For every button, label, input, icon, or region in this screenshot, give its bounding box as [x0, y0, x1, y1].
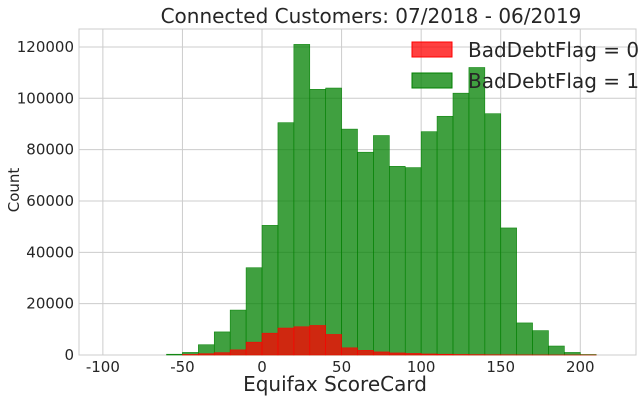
- chart-title: Connected Customers: 07/2018 - 06/2019: [161, 4, 582, 28]
- histogram-bar: [436, 115, 454, 356]
- histogram-bar: [389, 166, 406, 356]
- histogram-bar: [516, 322, 533, 356]
- histogram-bar: [420, 353, 438, 356]
- histogram-bar: [277, 122, 295, 356]
- histogram-bar: [357, 151, 374, 356]
- x-tick-label: 50: [332, 358, 351, 376]
- histogram-bar: [500, 227, 517, 356]
- y-tick-label: 20000: [26, 295, 74, 313]
- histogram-bar: [277, 327, 295, 356]
- histogram-bar: [468, 67, 486, 356]
- histogram-bar: [436, 353, 454, 356]
- x-tick-label: -100: [86, 358, 120, 376]
- histogram-bar: [309, 89, 326, 356]
- histogram-bar: [373, 135, 390, 356]
- legend-label: BadDebtFlag = 1: [468, 69, 639, 93]
- histogram-bar: [357, 350, 374, 356]
- x-axis-label: Equifax ScoreCard: [243, 372, 427, 396]
- y-tick-label: 60000: [26, 192, 74, 210]
- histogram-bar: [564, 352, 581, 356]
- histogram-bar: [404, 167, 422, 356]
- histogram-bar: [213, 352, 231, 356]
- histogram-bar: [309, 325, 326, 356]
- y-tick-label: 120000: [17, 38, 74, 56]
- legend-swatch: [411, 72, 453, 89]
- histogram-bar: [341, 128, 358, 356]
- histogram-bar: [420, 131, 438, 356]
- x-tick-label: -50: [170, 358, 195, 376]
- y-axis-label: Count: [5, 168, 23, 213]
- histogram-bar: [198, 353, 215, 356]
- histogram-bar: [389, 352, 406, 356]
- histogram-bar: [229, 349, 247, 356]
- histogram-bar: [325, 87, 342, 356]
- histogram-bar: [325, 334, 342, 356]
- histogram-bar: [261, 332, 279, 356]
- histogram-bar: [293, 326, 311, 356]
- histogram-bar: [341, 347, 358, 356]
- y-tick-label: 0: [64, 346, 74, 364]
- histogram-bar: [373, 351, 390, 356]
- legend-label: BadDebtFlag = 0: [468, 38, 639, 62]
- histogram-bar: [182, 354, 199, 356]
- y-tick-label: 80000: [26, 141, 74, 159]
- histogram-bar: [404, 353, 422, 356]
- tick-labels: -100 -50 0 50 100 150 200 0 20000 40000 60000 80000…: [17, 38, 595, 376]
- y-tick-label: 100000: [17, 89, 74, 107]
- x-tick-label: 100: [407, 358, 436, 376]
- x-tick-label: 0: [257, 358, 267, 376]
- bars: [166, 44, 597, 356]
- histogram-bar: [484, 113, 502, 356]
- histogram-bar: [532, 330, 549, 356]
- histogram-bar: [452, 92, 470, 356]
- histogram-bar: [166, 353, 183, 356]
- y-tick-label: 40000: [26, 243, 74, 261]
- histogram-bar: [229, 309, 247, 356]
- histogram-bar: [245, 341, 263, 356]
- histogram-bar: [213, 331, 231, 356]
- x-tick-label: 200: [566, 358, 595, 376]
- histogram-bar: [548, 345, 565, 356]
- legend-swatch: [411, 41, 453, 58]
- histogram-bar: [293, 44, 311, 356]
- series-0: [182, 325, 597, 356]
- legend: BadDebtFlag = 0 BadDebtFlag = 1: [411, 38, 639, 93]
- series-1: [166, 44, 597, 356]
- histogram-bar: [452, 354, 470, 356]
- x-tick-label: 150: [486, 358, 515, 376]
